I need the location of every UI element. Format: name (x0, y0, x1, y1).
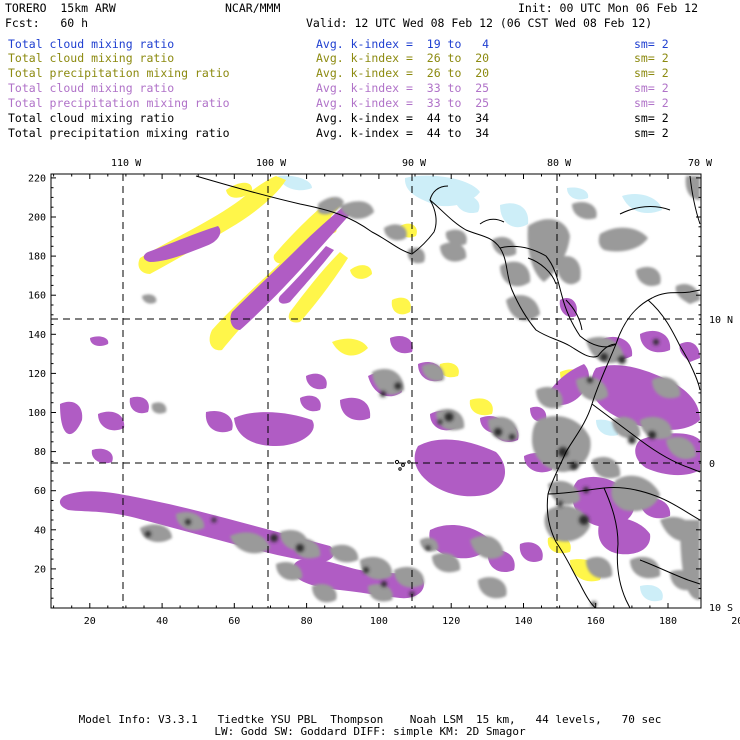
graticule (51, 174, 701, 608)
y-axis-grid-numbers: 220 200 180 160 140 120 100 80 60 40 20 (28, 173, 46, 575)
x-axis-number: 140 (514, 616, 532, 627)
y-axis-number: 40 (34, 525, 46, 536)
legend-row-kindex: Avg. k-index = 44 to 34 (316, 111, 490, 125)
y-axis-number: 200 (28, 213, 46, 224)
latitude-label: 10 S (709, 603, 733, 614)
legend-row-sm: sm= 2 (634, 81, 669, 95)
legend-row-kindex: Avg. k-index = 19 to 4 (316, 37, 490, 51)
x-axis-grid-numbers: 2040608010012014016018020022024026028030… (84, 616, 740, 627)
legend-row-name: Total precipitation mixing ratio (8, 66, 230, 80)
legend-row-sm: sm= 2 (634, 51, 669, 65)
forecast-hour: Fcst: 60 h (5, 16, 89, 30)
legend-row-name: Total cloud mixing ratio (8, 81, 175, 95)
y-axis-number: 100 (28, 408, 46, 419)
x-axis-number: 180 (659, 616, 677, 627)
legend-row-name: Total precipitation mixing ratio (8, 126, 230, 140)
x-axis-number: 100 (370, 616, 388, 627)
longitude-label: 80 W (547, 158, 572, 169)
y-axis-number: 140 (28, 330, 46, 341)
legend-row-sm: sm= 2 (634, 126, 669, 140)
organization-label: NCAR/MMM (225, 1, 281, 15)
longitude-label: 100 W (256, 158, 287, 169)
x-axis-number: 60 (228, 616, 240, 627)
map-fields (51, 174, 701, 608)
latitude-labels: 10 N 0 10 S (709, 315, 733, 614)
dark-cloud-cores (145, 339, 659, 607)
legend-row-name: Total precipitation mixing ratio (8, 96, 230, 110)
latitude-label: 10 N (709, 315, 733, 326)
longitude-label: 70 W (688, 158, 713, 169)
longitude-labels: 110 W 100 W 90 W 80 W 70 W (111, 158, 713, 169)
y-axis-number: 60 (34, 486, 46, 497)
y-axis-number: 120 (28, 369, 46, 380)
y-axis-number: 20 (34, 564, 46, 575)
legend-row-kindex: Avg. k-index = 33 to 25 (316, 81, 490, 95)
x-axis-number: 200 (731, 616, 740, 627)
y-axis-number: 180 (28, 252, 46, 263)
legend-row-sm: sm= 2 (634, 37, 669, 51)
galapagos-islands (394, 459, 411, 471)
y-axis-number: 220 (28, 173, 46, 184)
longitude-label: 90 W (402, 158, 427, 169)
latitude-label: 0 (709, 459, 715, 470)
legend-row-sm: sm= 2 (634, 66, 669, 80)
legend-row-kindex: Avg. k-index = 44 to 34 (316, 126, 490, 140)
x-axis-number: 80 (301, 616, 313, 627)
init-time: Init: 00 UTC Mon 06 Feb 12 (518, 1, 699, 15)
y-axis-number: 80 (34, 447, 46, 458)
legend-row-name: Total cloud mixing ratio (8, 37, 175, 51)
coastlines (195, 175, 701, 608)
x-axis-number: 40 (156, 616, 168, 627)
x-axis-number: 120 (442, 616, 460, 627)
legend-row-sm: sm= 2 (634, 96, 669, 110)
model-info-line: Model Info: V3.3.1 Tiedtke YSU PBL Thomp… (78, 713, 662, 726)
physics-info-line: LW: Godd SW: Goddard DIFF: simple KM: 2D… (214, 725, 526, 738)
longitude-label: 110 W (111, 158, 142, 169)
gray-cloud-field (140, 176, 700, 603)
x-axis-number: 20 (84, 616, 96, 627)
legend-row-sm: sm= 2 (634, 111, 669, 125)
legend-row-kindex: Avg. k-index = 26 to 20 (316, 66, 490, 80)
legend-row-kindex: Avg. k-index = 33 to 25 (316, 96, 490, 110)
y-axis-number: 160 (28, 291, 46, 302)
valid-time: Valid: 12 UTC Wed 08 Feb 12 (06 CST Wed … (306, 16, 653, 30)
map-frame (50, 173, 702, 609)
axis-ticks (51, 174, 701, 609)
model-title: TORERO 15km ARW (5, 1, 116, 15)
legend-row-name: Total cloud mixing ratio (8, 51, 175, 65)
legend-row-name: Total cloud mixing ratio (8, 111, 175, 125)
legend-row-kindex: Avg. k-index = 26 to 20 (316, 51, 490, 65)
x-axis-number: 160 (587, 616, 605, 627)
